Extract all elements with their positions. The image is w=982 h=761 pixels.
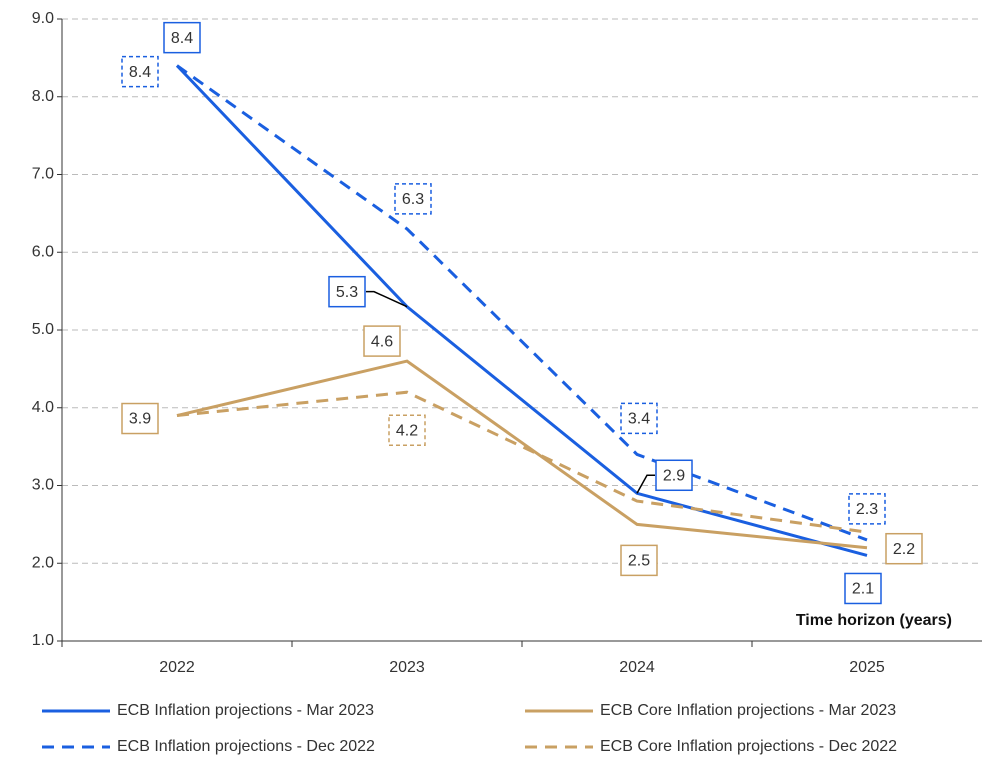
y-tick-label: 5.0 (32, 321, 54, 338)
y-tick-label: 2.0 (32, 554, 54, 571)
series-line (176, 390, 868, 534)
data-label: 2.1 (852, 581, 874, 598)
data-label: 2.9 (663, 467, 685, 484)
label-box (363, 325, 401, 357)
label-box (328, 275, 366, 308)
y-tick-label: 9.0 (32, 10, 54, 27)
data-label: 2.2 (893, 541, 915, 558)
y-tick-label: 8.0 (32, 88, 54, 105)
y-tick-label: 4.0 (32, 399, 54, 416)
legend-label: ECB Core Inflation projections - Mar 202… (600, 702, 896, 719)
x-tick-label: 2023 (389, 659, 425, 676)
data-label: 8.4 (129, 64, 151, 81)
label-box (844, 572, 882, 605)
label-box (394, 183, 432, 215)
data-label: 4.2 (396, 422, 418, 439)
label-box (163, 21, 201, 54)
label-box (848, 493, 886, 525)
y-tick-label: 6.0 (32, 243, 54, 260)
label-box (388, 414, 426, 446)
y-tick-label: 3.0 (32, 477, 54, 494)
label-box (655, 459, 693, 492)
x-tick-label: 2024 (619, 659, 655, 676)
legend-label: ECB Core Inflation projections - Dec 202… (600, 738, 897, 755)
label-box (121, 55, 159, 88)
legend-label: ECB Inflation projections - Dec 2022 (117, 738, 375, 755)
legend-label: ECB Inflation projections - Mar 2023 (117, 702, 374, 719)
label-box (121, 402, 159, 435)
y-tick-label: 7.0 (32, 166, 54, 183)
series-line (176, 359, 868, 550)
x-tick-label: 2025 (849, 659, 885, 676)
series-line (175, 64, 868, 557)
leader-line (366, 290, 408, 308)
data-label: 2.5 (628, 553, 650, 570)
data-label: 2.3 (856, 501, 878, 518)
label-box (620, 544, 658, 577)
axis-annotation: Time horizon (years) (796, 612, 952, 629)
data-label: 5.3 (336, 284, 358, 301)
data-label: 3.9 (129, 411, 151, 428)
data-label: 4.6 (371, 333, 393, 350)
label-box (885, 532, 923, 565)
label-box (620, 402, 658, 435)
data-label: 8.4 (171, 30, 193, 47)
series-line (176, 64, 868, 542)
y-tick-label: 1.0 (32, 632, 54, 649)
leader-line (636, 474, 655, 494)
data-label: 6.3 (402, 191, 424, 208)
data-label: 3.4 (628, 411, 650, 428)
x-tick-label: 2022 (159, 659, 195, 676)
